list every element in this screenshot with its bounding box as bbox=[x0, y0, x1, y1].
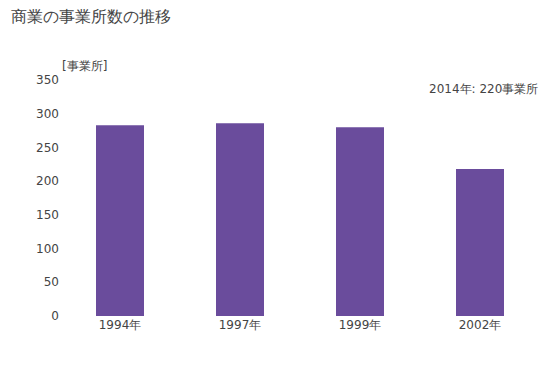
svg-text:[事業所]: [事業所] bbox=[62, 59, 107, 73]
svg-text:1997年: 1997年 bbox=[219, 318, 262, 332]
svg-text:150: 150 bbox=[36, 208, 59, 222]
svg-text:50: 50 bbox=[44, 275, 59, 289]
svg-text:2014年: 220事業所: 2014年: 220事業所 bbox=[429, 82, 538, 96]
svg-text:1994年: 1994年 bbox=[99, 318, 142, 332]
svg-text:0: 0 bbox=[51, 309, 59, 323]
svg-text:2002年: 2002年 bbox=[459, 318, 502, 332]
svg-text:250: 250 bbox=[36, 141, 59, 155]
svg-text:350: 350 bbox=[36, 73, 59, 87]
svg-text:1999年: 1999年 bbox=[339, 318, 382, 332]
svg-text:商業の事業所数の推移: 商業の事業所数の推移 bbox=[11, 7, 171, 26]
svg-text:200: 200 bbox=[36, 174, 59, 188]
svg-text:100: 100 bbox=[36, 242, 59, 256]
svg-text:300: 300 bbox=[36, 107, 59, 121]
